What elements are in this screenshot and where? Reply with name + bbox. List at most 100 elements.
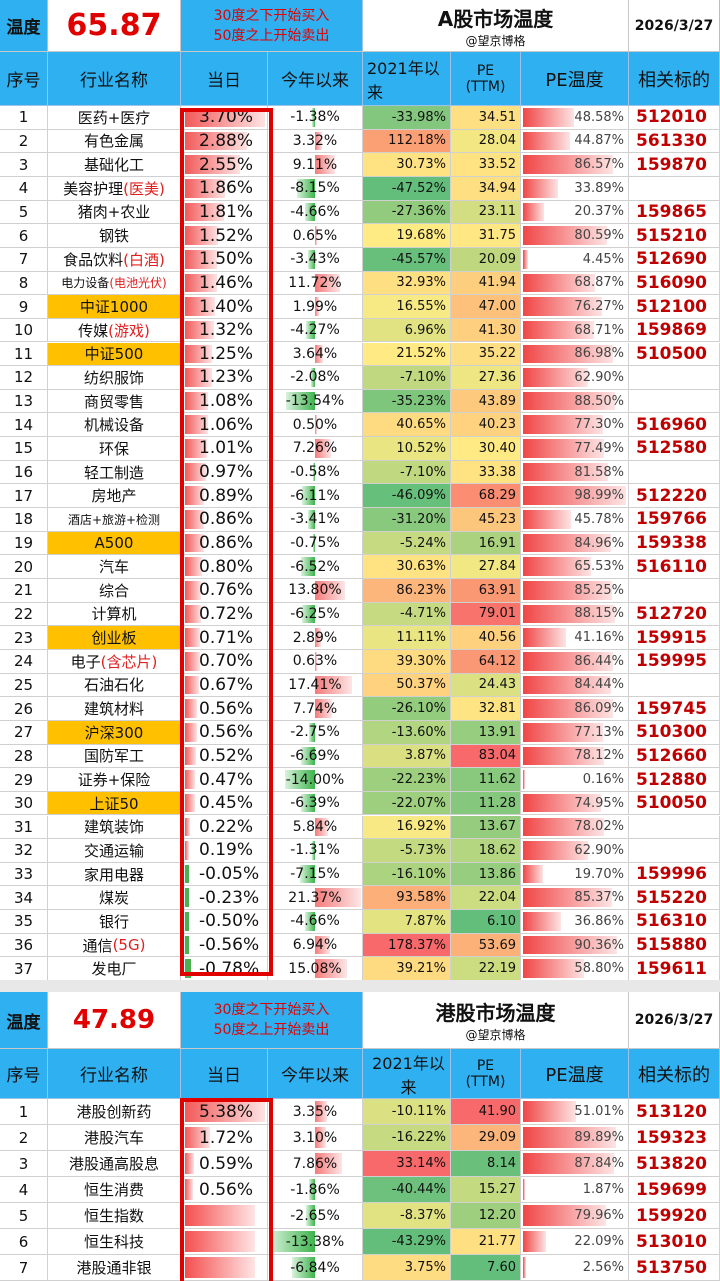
related-fund-code[interactable]: 512690 — [629, 247, 720, 271]
pe-ttm-value: 16.91 — [478, 535, 516, 551]
table-row: 37 发电厂 -0.78% 15.08% 39.21% 22.19 58.80% 159611 — [0, 957, 720, 982]
table-row: 9 中证1000 1.40% 1.99% 16.55% 47.00 76.27% 512100 — [0, 295, 720, 319]
related-fund-code[interactable]: 159338 — [629, 531, 720, 555]
since-2021-value: -45.57% — [391, 251, 446, 267]
daily-change-value: 1.72% — [199, 1127, 254, 1148]
related-fund-code-text: 512720 — [636, 603, 707, 624]
related-fund-code[interactable]: 159745 — [629, 697, 720, 720]
row-index: 24 — [0, 649, 48, 673]
pe-ttm-value: 40.56 — [478, 630, 516, 646]
related-fund-code[interactable]: 159699 — [629, 1177, 720, 1202]
industry-name-cell: 上证50 — [48, 791, 181, 815]
industry-name: 计算机 — [91, 605, 137, 624]
related-fund-code[interactable]: 159323 — [629, 1125, 720, 1150]
related-fund-code[interactable]: 516110 — [629, 555, 720, 578]
related-fund-code[interactable]: 513010 — [629, 1229, 720, 1254]
industry-name-cell: 钢铁 — [48, 224, 181, 247]
related-fund-code[interactable]: 515220 — [629, 886, 720, 910]
related-fund-code[interactable] — [629, 460, 720, 484]
ytd-change-bar — [315, 131, 323, 151]
related-fund-code[interactable]: 159611 — [629, 957, 720, 981]
related-fund-code[interactable]: 516960 — [629, 413, 720, 437]
related-fund-code[interactable]: 512720 — [629, 602, 720, 626]
pe-temperature-cell: 86.44% — [521, 649, 629, 673]
related-fund-code-text: 512690 — [636, 249, 707, 270]
ytd-change-cell: -6.52% — [268, 555, 363, 578]
ytd-change-bar — [305, 320, 315, 340]
industry-name: 综合 — [98, 581, 129, 600]
related-fund-code[interactable]: 159869 — [629, 318, 720, 342]
table-row: 15 环保 1.01% 7.26% 10.52% 30.40 77.49% 512580 — [0, 437, 720, 461]
daily-change-bar — [185, 1257, 255, 1278]
related-fund-code[interactable] — [629, 389, 720, 413]
pe-temperature-cell: 65.53% — [521, 555, 629, 578]
related-fund-code[interactable]: 512010 — [629, 106, 720, 129]
related-fund-code[interactable]: 512220 — [629, 484, 720, 508]
related-fund-code[interactable]: 516310 — [629, 910, 720, 933]
related-fund-code[interactable]: 159865 — [629, 200, 720, 224]
related-fund-code[interactable]: 159996 — [629, 862, 720, 886]
pe-ttm-value: 8.14 — [487, 1156, 516, 1171]
daily-change-value: 1.50% — [199, 249, 254, 270]
related-fund-code[interactable] — [629, 839, 720, 862]
industry-name: 国防军工 — [83, 747, 144, 766]
since-2021-value: 30.73% — [396, 157, 446, 173]
row-index-text: 16 — [13, 463, 34, 482]
row-index-text: 2 — [18, 1128, 29, 1147]
related-fund-code[interactable]: 513750 — [629, 1255, 720, 1280]
related-fund-code[interactable]: 515210 — [629, 224, 720, 247]
related-fund-code[interactable] — [629, 366, 720, 389]
industry-name-cell: 港股汽车 — [48, 1125, 181, 1150]
table-row: 6 钢铁 1.52% 0.65% 19.68% 31.75 80.59% 515210 — [0, 224, 720, 248]
pe-temperature-cell: 84.44% — [521, 673, 629, 697]
related-fund-code[interactable]: 512100 — [629, 295, 720, 318]
related-fund-code[interactable]: 513820 — [629, 1151, 720, 1176]
since-2021-cell: -26.10% — [363, 697, 451, 720]
related-fund-code-text: 515220 — [636, 887, 707, 908]
related-fund-code[interactable]: 512660 — [629, 744, 720, 768]
row-index: 14 — [0, 413, 48, 437]
related-fund-code[interactable]: 159870 — [629, 153, 720, 176]
related-fund-code[interactable]: 561330 — [629, 129, 720, 153]
related-fund-code[interactable]: 510500 — [629, 342, 720, 366]
daily-change-bar — [185, 770, 196, 789]
ytd-change-bar — [301, 486, 315, 506]
industry-name-cell: 沪深300 — [48, 720, 181, 744]
industry-name: 猪肉+农业 — [77, 203, 151, 222]
row-index-text: 27 — [13, 723, 34, 742]
related-fund-code[interactable]: 159766 — [629, 508, 720, 531]
industry-name-cell: 交通运输 — [48, 839, 181, 862]
pe-temperature-bar — [523, 557, 592, 576]
a-date: 2026/3/27 — [629, 0, 720, 51]
industry-name-cell: 纺织服饰 — [48, 366, 181, 389]
related-fund-code[interactable]: 513120 — [629, 1099, 720, 1124]
related-fund-code[interactable]: 510300 — [629, 720, 720, 744]
related-fund-code[interactable]: 516090 — [629, 271, 720, 295]
daily-change-cell: 0.45% — [181, 791, 268, 815]
industry-subname: (白酒) — [123, 250, 165, 269]
ytd-change-cell: -6.69% — [268, 744, 363, 768]
pe-temperature-value: 33.89% — [574, 180, 624, 196]
a-header-index: 序号 — [0, 52, 48, 105]
pe-temperature-cell: 1.87% — [521, 1177, 629, 1202]
related-fund-code[interactable] — [629, 176, 720, 200]
related-fund-code-text: 512660 — [636, 745, 707, 766]
since-2021-value: -26.10% — [391, 701, 446, 717]
since-2021-cell: -35.23% — [363, 389, 451, 413]
related-fund-code[interactable]: 159920 — [629, 1203, 720, 1228]
pe-temperature-value: 88.50% — [574, 393, 624, 409]
since-2021-value: -10.11% — [391, 1104, 446, 1119]
related-fund-code[interactable]: 512580 — [629, 437, 720, 460]
related-fund-code[interactable] — [629, 579, 720, 602]
ytd-change-bar — [315, 628, 322, 647]
related-fund-code[interactable]: 159915 — [629, 626, 720, 649]
related-fund-code[interactable]: 510050 — [629, 791, 720, 815]
related-fund-code[interactable]: 512880 — [629, 768, 720, 791]
related-fund-code[interactable] — [629, 673, 720, 697]
related-fund-code[interactable] — [629, 815, 720, 839]
related-fund-code[interactable]: 515880 — [629, 933, 720, 957]
related-fund-code[interactable]: 159995 — [629, 649, 720, 673]
since-2021-value: -5.73% — [400, 842, 446, 858]
row-index: 7 — [0, 247, 48, 271]
daily-change-bar — [185, 344, 213, 364]
